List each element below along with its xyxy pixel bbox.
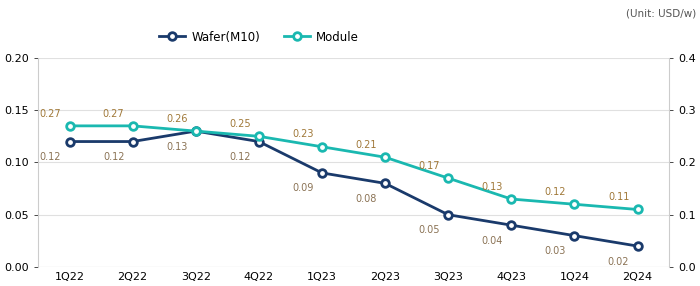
- Text: 0.12: 0.12: [103, 152, 125, 162]
- Wafer(M10): [507, 223, 515, 227]
- Wafer(M10): [444, 213, 452, 217]
- Line: Wafer(M10): Wafer(M10): [66, 127, 641, 250]
- Module: [128, 124, 136, 128]
- Text: 0.27: 0.27: [40, 109, 62, 119]
- Text: 0.12: 0.12: [229, 152, 251, 162]
- Wafer(M10): [255, 140, 263, 143]
- Text: 0.12: 0.12: [545, 187, 566, 197]
- Module: [381, 156, 389, 159]
- Wafer(M10): [192, 129, 200, 133]
- Module: [634, 208, 642, 211]
- Module: [570, 202, 579, 206]
- Wafer(M10): [570, 234, 579, 237]
- Text: 0.17: 0.17: [419, 161, 440, 171]
- Text: (Unit: USD/w): (Unit: USD/w): [626, 9, 696, 19]
- Wafer(M10): [65, 140, 74, 143]
- Text: 0.09: 0.09: [293, 183, 314, 193]
- Text: 0.02: 0.02: [608, 257, 629, 267]
- Module: [507, 197, 515, 201]
- Wafer(M10): [634, 244, 642, 248]
- Text: 0.13: 0.13: [482, 182, 503, 192]
- Text: 0.04: 0.04: [482, 236, 503, 246]
- Text: 0.13: 0.13: [166, 142, 188, 152]
- Module: [192, 129, 200, 133]
- Module: [255, 135, 263, 138]
- Text: 0.08: 0.08: [356, 194, 377, 204]
- Wafer(M10): [381, 182, 389, 185]
- Wafer(M10): [128, 140, 136, 143]
- Module: [318, 145, 326, 148]
- Text: 0.21: 0.21: [356, 140, 377, 150]
- Text: 0.11: 0.11: [608, 192, 629, 202]
- Text: 0.27: 0.27: [103, 109, 125, 119]
- Line: Module: Module: [66, 122, 641, 213]
- Text: 0.25: 0.25: [229, 119, 251, 129]
- Text: 0.03: 0.03: [545, 246, 566, 256]
- Legend: Wafer(M10), Module: Wafer(M10), Module: [155, 26, 363, 49]
- Module: [444, 176, 452, 180]
- Text: 0.26: 0.26: [166, 114, 188, 124]
- Text: 0.12: 0.12: [40, 152, 62, 162]
- Module: [65, 124, 74, 128]
- Wafer(M10): [318, 171, 326, 175]
- Text: 0.23: 0.23: [293, 130, 314, 140]
- Text: 0.05: 0.05: [419, 225, 440, 235]
